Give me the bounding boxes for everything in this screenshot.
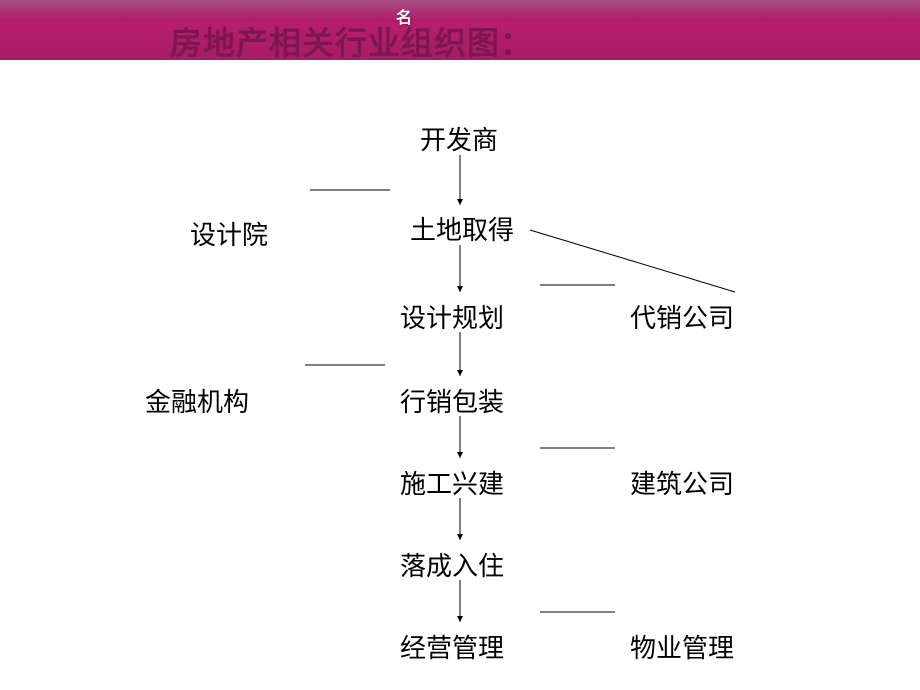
connector-land-agency	[530, 230, 735, 292]
node-construct: 施工兴建	[400, 464, 504, 501]
node-plan: 设计规划	[400, 298, 504, 335]
node-agency: 代销公司	[630, 298, 734, 335]
node-property: 物业管理	[630, 628, 734, 665]
node-marketing: 行销包装	[400, 382, 504, 419]
node-builder: 建筑公司	[630, 464, 734, 501]
node-operate: 经营管理	[400, 628, 504, 665]
header-shine	[0, 0, 920, 20]
page-title: 房地产相关行业组织图：	[170, 18, 533, 64]
diagram-area: 开发商土地取得 设计院设计规划 代销公司金融机构 行销包装施工兴建 建筑公司落成入住经营…	[0, 60, 920, 690]
node-design_inst: 设计院	[190, 215, 268, 252]
node-developer: 开发商	[420, 120, 498, 157]
node-land: 土地取得	[410, 210, 514, 247]
node-finance: 金融机构	[145, 382, 249, 419]
node-complete: 落成入住	[400, 546, 504, 583]
